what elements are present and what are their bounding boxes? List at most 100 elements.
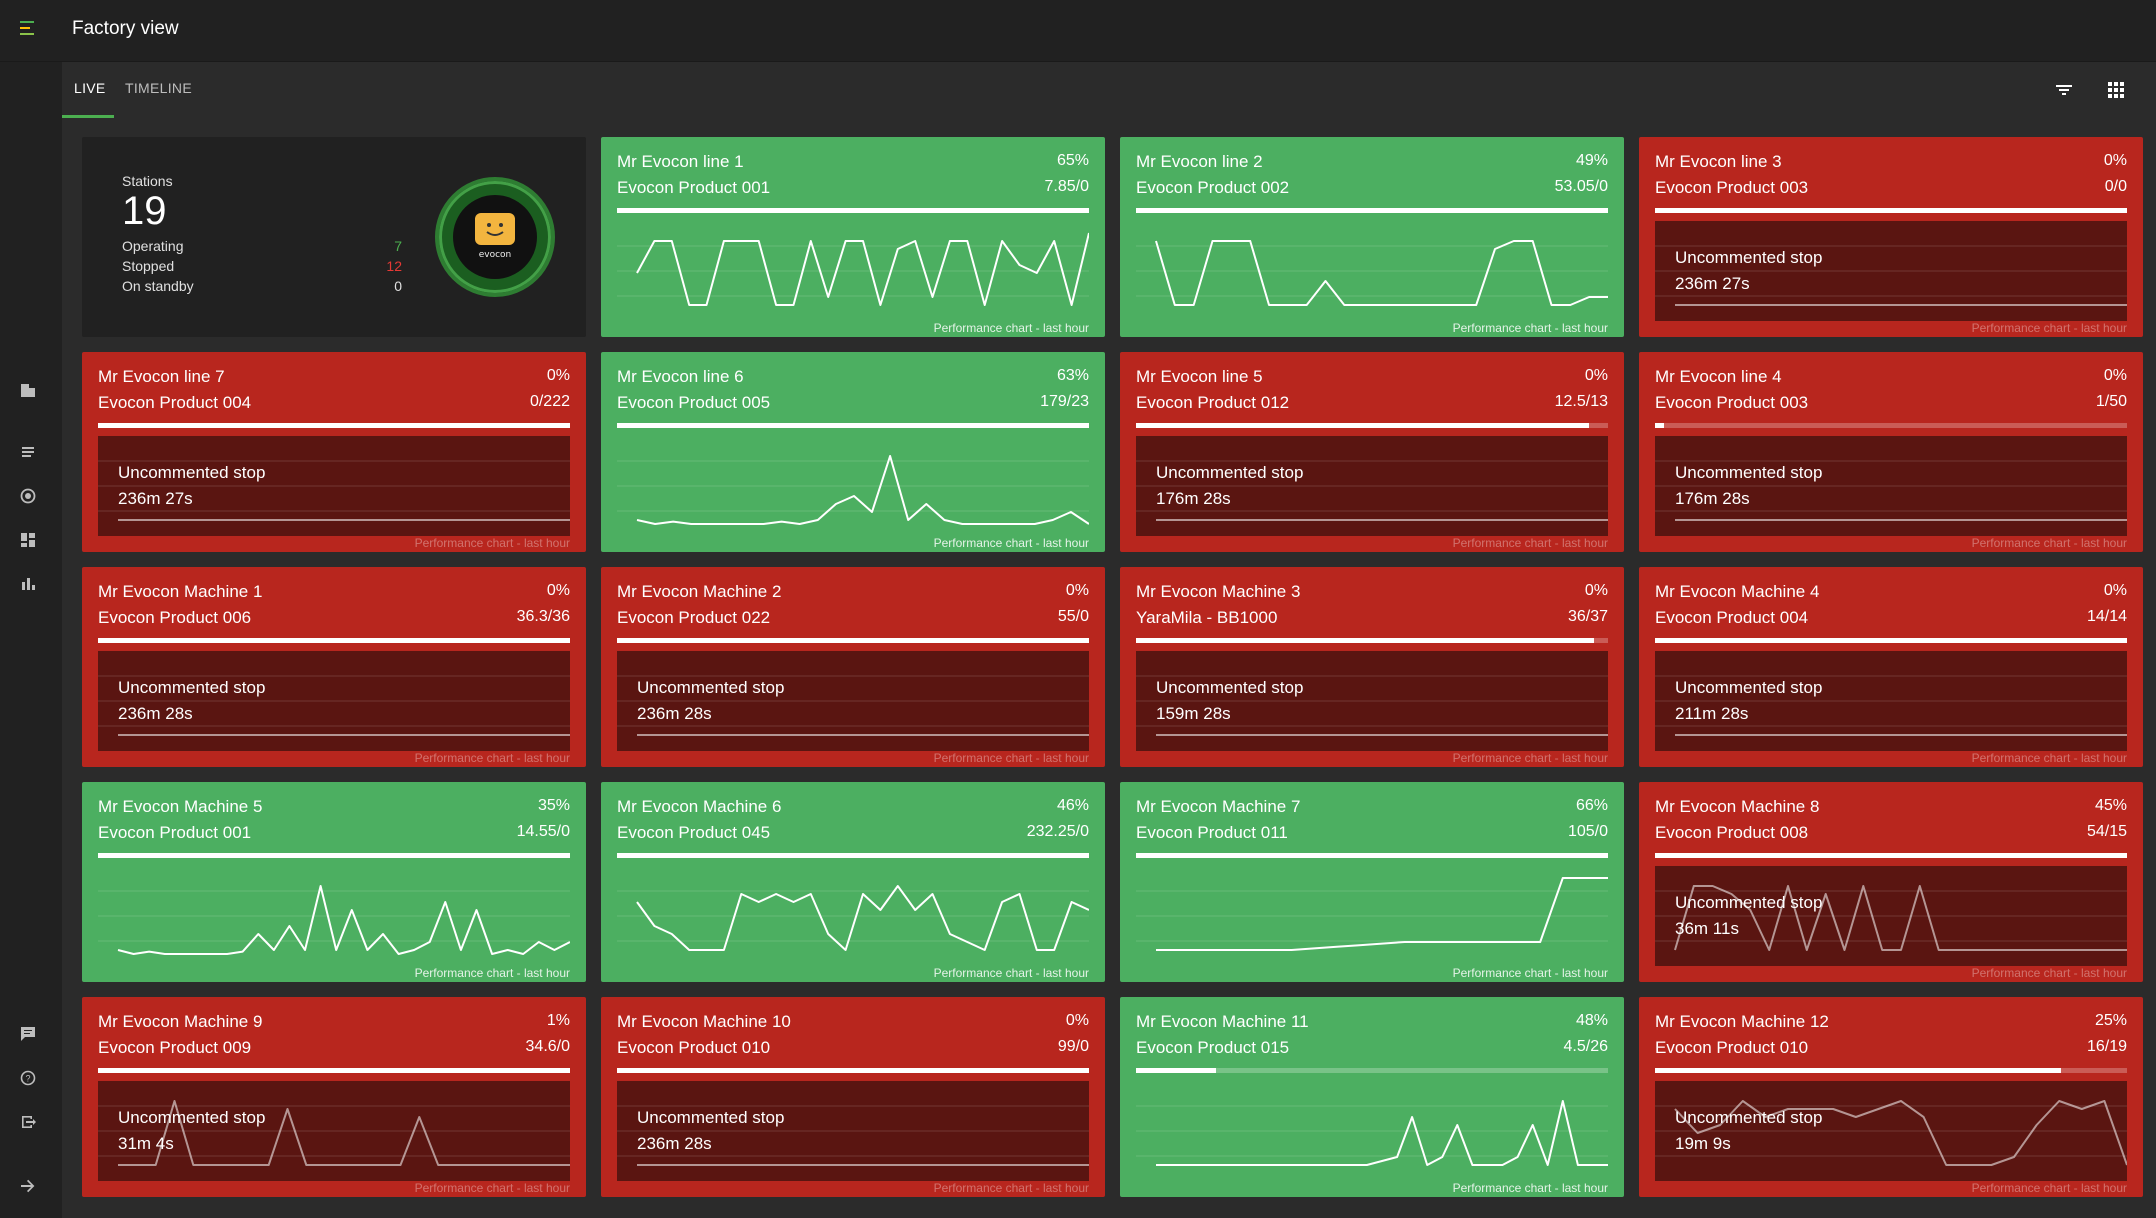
station-card[interactable]: Mr Evocon Machine 8 45% Evocon Product 008… — [1639, 782, 2143, 982]
station-name: Mr Evocon Machine 7 — [1136, 797, 1301, 816]
station-card[interactable]: Mr Evocon Machine 11 48% Evocon Product 01… — [1120, 997, 1624, 1197]
station-name: Mr Evocon line 5 — [1136, 367, 1263, 386]
stop-info: Uncommented stop 236m 27s — [1675, 245, 1822, 297]
stop-info: Uncommented stop 236m 28s — [637, 675, 784, 727]
station-name: Mr Evocon Machine 11 — [1136, 1012, 1309, 1031]
stopped-row: Stopped 12 — [122, 258, 402, 274]
station-performance: 0% — [546, 582, 570, 599]
output-count: 105/0 — [1567, 823, 1608, 840]
chart-caption: Performance chart - last hour — [1971, 321, 2127, 335]
series-line — [1674, 1100, 2127, 1166]
station-performance: 0% — [546, 367, 570, 384]
sparkline — [98, 675, 570, 736]
stop-info: Uncommented stop 236m 28s — [118, 675, 265, 727]
progress-fill — [98, 423, 570, 428]
chart-caption: Performance chart - last hour — [933, 536, 1089, 550]
performance-chart — [617, 866, 1089, 966]
list-icon[interactable] — [17, 444, 39, 466]
station-name: Mr Evocon line 7 — [98, 367, 225, 386]
station-card[interactable]: Mr Evocon Machine 12 25% Evocon Product 01… — [1639, 997, 2143, 1197]
station-card[interactable]: Mr Evocon Machine 2 0% Evocon Product 022 5… — [601, 567, 1105, 767]
station-performance: 35% — [537, 797, 570, 814]
station-card[interactable]: Mr Evocon line 2 49% Evocon Product 002 53.… — [1120, 137, 1624, 337]
bar-chart-icon[interactable] — [17, 576, 39, 598]
chart-caption: Performance chart - last hour — [933, 1181, 1089, 1195]
station-card[interactable]: Mr Evocon Machine 9 1% Evocon Product 009 3… — [82, 997, 586, 1197]
performance-chart — [98, 436, 570, 536]
station-performance: 66% — [1575, 797, 1608, 814]
station-card[interactable]: Mr Evocon line 3 0% Evocon Product 003 0/0 U… — [1639, 137, 2143, 337]
target-icon[interactable] — [17, 488, 39, 510]
chart-caption: Performance chart - last hour — [1452, 321, 1608, 335]
station-card[interactable]: Mr Evocon Machine 4 0% Evocon Product 004 1… — [1639, 567, 2143, 767]
product-name: Evocon Product 001 — [98, 823, 252, 842]
product-name: Evocon Product 045 — [617, 823, 771, 842]
chart-caption: Performance chart - last hour — [933, 321, 1089, 335]
progress-fill — [617, 1068, 1089, 1073]
chart-caption: Performance chart - last hour — [1971, 1181, 2127, 1195]
station-performance: 0% — [2103, 582, 2127, 599]
performance-chart — [617, 651, 1089, 751]
sparkline — [1655, 675, 2127, 736]
station-card[interactable]: Mr Evocon Machine 7 66% Evocon Product 011… — [1120, 782, 1624, 982]
tab-timeline[interactable]: TIMELINE — [125, 80, 192, 96]
progress-fill — [1136, 208, 1608, 213]
station-card[interactable]: Mr Evocon Machine 6 46% Evocon Product 045… — [601, 782, 1105, 982]
station-card[interactable]: Mr Evocon line 7 0% Evocon Product 004 0/22… — [82, 352, 586, 552]
sparkline — [617, 455, 1089, 525]
filter-icon[interactable] — [2052, 78, 2076, 102]
output-count: 1/50 — [2095, 393, 2127, 410]
stations-label: Stations — [122, 173, 173, 189]
chart-caption: Performance chart - last hour — [414, 751, 570, 765]
station-name: Mr Evocon Machine 10 — [617, 1012, 791, 1031]
station-card[interactable]: Mr Evocon Machine 5 35% Evocon Product 001… — [82, 782, 586, 982]
progress-bar — [1136, 423, 1608, 428]
station-name: Mr Evocon Machine 9 — [98, 1012, 263, 1031]
station-performance: 65% — [1056, 152, 1089, 169]
stop-label: Uncommented stop — [1675, 248, 1823, 267]
series-line — [1156, 877, 1608, 951]
station-card[interactable]: Mr Evocon Machine 10 0% Evocon Product 010… — [601, 997, 1105, 1197]
station-name: Mr Evocon line 1 — [617, 152, 744, 171]
help-icon[interactable]: ? — [17, 1070, 39, 1092]
station-card[interactable]: Mr Evocon line 1 65% Evocon Product 001 7.8… — [601, 137, 1105, 337]
standby-label: On standby — [122, 278, 194, 294]
progress-bar — [1655, 1068, 2127, 1073]
station-performance: 63% — [1056, 367, 1089, 384]
series-line — [636, 455, 1089, 525]
chart-caption: Performance chart - last hour — [933, 751, 1089, 765]
station-card[interactable]: Mr Evocon Machine 1 0% Evocon Product 006 3… — [82, 567, 586, 767]
logo-text: evocon — [478, 250, 512, 260]
station-grid: Stations 19 Operating 7 Stopped 12 On st… — [82, 137, 2144, 1197]
tab-live[interactable]: LIVE — [74, 80, 106, 96]
progress-fill — [617, 423, 1089, 428]
performance-chart — [98, 866, 570, 966]
performance-chart — [617, 436, 1089, 536]
output-count: 7.85/0 — [1044, 178, 1089, 195]
message-icon[interactable] — [17, 1026, 39, 1048]
station-performance: 0% — [1065, 1012, 1089, 1029]
output-count: 54/15 — [2086, 823, 2127, 840]
station-card[interactable]: Mr Evocon Machine 3 0% YaraMila - BB1000 36… — [1120, 567, 1624, 767]
station-performance: 46% — [1056, 797, 1089, 814]
page-title: Factory view — [72, 18, 179, 39]
station-card[interactable]: Mr Evocon line 5 0% Evocon Product 012 12.5… — [1120, 352, 1624, 552]
progress-bar — [617, 423, 1089, 428]
stop-info: Uncommented stop 236m 28s — [637, 1105, 784, 1157]
station-name: Mr Evocon Machine 1 — [98, 582, 263, 601]
logout-icon[interactable] — [17, 1114, 39, 1136]
station-name: Mr Evocon Machine 6 — [617, 797, 782, 816]
building-icon[interactable] — [17, 382, 39, 404]
sparkline — [617, 1105, 1089, 1166]
expand-arrow-icon[interactable] — [17, 1178, 39, 1200]
stop-duration: 19m 9s — [1675, 1134, 1731, 1153]
menu-icon[interactable] — [20, 21, 36, 37]
station-card[interactable]: Mr Evocon line 6 63% Evocon Product 005 179… — [601, 352, 1105, 552]
stop-label: Uncommented stop — [118, 678, 266, 697]
station-card[interactable]: Mr Evocon line 4 0% Evocon Product 003 1/50… — [1639, 352, 2143, 552]
grid-view-icon[interactable] — [2104, 78, 2128, 102]
dashboard-icon[interactable] — [17, 532, 39, 554]
progress-bar — [617, 853, 1089, 858]
output-count: 16/19 — [2086, 1038, 2127, 1055]
sparkline — [617, 232, 1089, 306]
